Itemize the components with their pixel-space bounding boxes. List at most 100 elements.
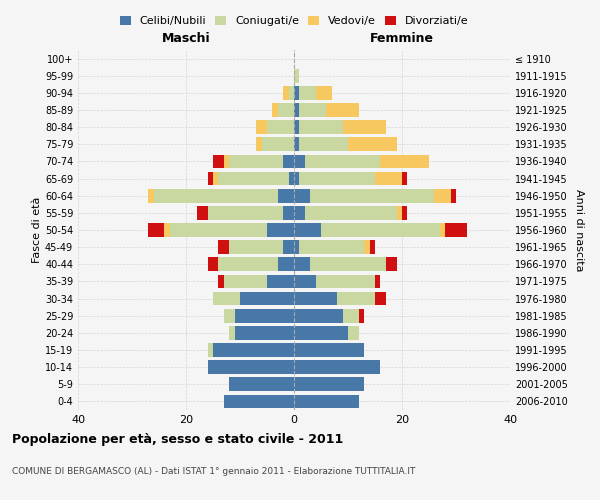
Bar (337, 292, 375, 306)
Bar (299, 120, 343, 134)
Bar (294, 360, 380, 374)
Bar (208, 258, 218, 271)
Y-axis label: Anni di nascita: Anni di nascita (574, 188, 584, 271)
Bar (267, 274, 294, 288)
Bar (148, 223, 164, 237)
Text: COMUNE DI BERGAMASCO (AL) - Dati ISTAT 1° gennaio 2011 - Elaborazione TUTTITALIA: COMUNE DI BERGAMASCO (AL) - Dati ISTAT 1… (12, 468, 415, 476)
Bar (218, 240, 229, 254)
Bar (386, 258, 397, 271)
Bar (218, 274, 224, 288)
Bar (294, 394, 359, 408)
Bar (316, 274, 375, 288)
Bar (348, 326, 359, 340)
Bar (294, 69, 299, 82)
Bar (256, 120, 267, 134)
Bar (224, 309, 235, 322)
Bar (267, 120, 294, 134)
Bar (267, 223, 294, 237)
Bar (299, 86, 316, 100)
Bar (218, 258, 278, 271)
Bar (213, 343, 294, 357)
Bar (299, 103, 326, 117)
Bar (283, 154, 294, 168)
Bar (208, 360, 294, 374)
Bar (213, 154, 224, 168)
Bar (294, 86, 299, 100)
Bar (299, 138, 348, 151)
Bar (294, 138, 299, 151)
Bar (375, 274, 380, 288)
Bar (278, 189, 294, 202)
Bar (229, 326, 235, 340)
Text: Popolazione per età, sesso e stato civile - 2011: Popolazione per età, sesso e stato civil… (12, 432, 343, 446)
Bar (256, 138, 262, 151)
Bar (294, 309, 343, 322)
Bar (294, 120, 299, 134)
Bar (451, 189, 456, 202)
Bar (235, 326, 294, 340)
Bar (229, 240, 283, 254)
Bar (208, 206, 283, 220)
Bar (272, 103, 278, 117)
Bar (359, 309, 364, 322)
Bar (440, 223, 445, 237)
Bar (224, 394, 294, 408)
Bar (170, 223, 267, 237)
Bar (294, 292, 337, 306)
Bar (299, 172, 375, 185)
Bar (235, 309, 294, 322)
Bar (213, 292, 240, 306)
Bar (148, 189, 154, 202)
Bar (343, 120, 386, 134)
Bar (283, 240, 294, 254)
Bar (164, 223, 170, 237)
Bar (294, 378, 364, 391)
Bar (364, 240, 370, 254)
Bar (283, 206, 294, 220)
Bar (397, 206, 402, 220)
Bar (305, 206, 397, 220)
Bar (294, 223, 321, 237)
Bar (278, 103, 294, 117)
Bar (445, 223, 467, 237)
Bar (208, 343, 213, 357)
Bar (197, 206, 208, 220)
Bar (316, 86, 332, 100)
Bar (218, 172, 289, 185)
Bar (370, 240, 375, 254)
Bar (283, 86, 289, 100)
Bar (289, 172, 294, 185)
Bar (434, 189, 451, 202)
Bar (229, 154, 283, 168)
Bar (299, 240, 364, 254)
Bar (294, 103, 299, 117)
Bar (213, 172, 218, 185)
Bar (310, 189, 434, 202)
Bar (294, 189, 310, 202)
Legend: Celibi/Nubili, Coniugati/e, Vedovi/e, Divorziati/e: Celibi/Nubili, Coniugati/e, Vedovi/e, Di… (116, 12, 472, 29)
Bar (294, 206, 305, 220)
Bar (321, 223, 440, 237)
Bar (294, 240, 299, 254)
Bar (294, 326, 348, 340)
Bar (294, 343, 364, 357)
Bar (375, 292, 386, 306)
Bar (262, 138, 294, 151)
Text: Femmine: Femmine (370, 32, 434, 45)
Bar (294, 258, 310, 271)
Y-axis label: Fasce di età: Fasce di età (32, 197, 42, 263)
Bar (224, 154, 229, 168)
Bar (294, 154, 305, 168)
Bar (402, 172, 407, 185)
Bar (294, 274, 316, 288)
Bar (224, 274, 267, 288)
Bar (375, 172, 402, 185)
Bar (208, 172, 213, 185)
Bar (380, 154, 429, 168)
Bar (348, 138, 397, 151)
Bar (154, 189, 278, 202)
Bar (289, 86, 294, 100)
Bar (294, 172, 299, 185)
Bar (402, 206, 407, 220)
Bar (343, 309, 359, 322)
